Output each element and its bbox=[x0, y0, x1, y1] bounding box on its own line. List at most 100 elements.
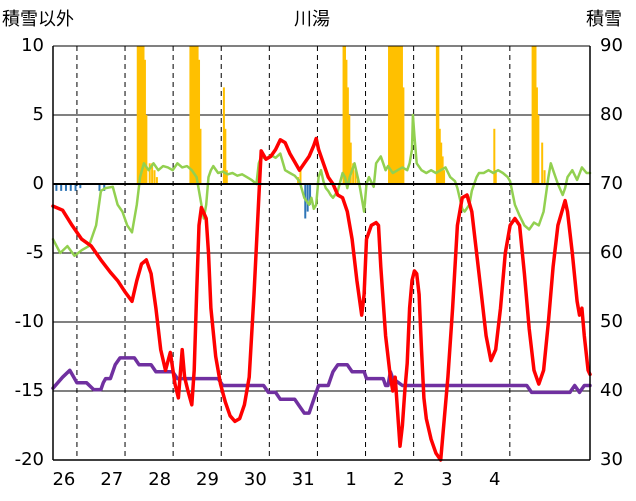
x-tick-label: 29 bbox=[196, 469, 219, 490]
orange-bars-bar bbox=[195, 46, 198, 184]
purple-line bbox=[51, 356, 592, 415]
axes bbox=[52, 45, 591, 461]
orange-bars-bar bbox=[136, 46, 139, 184]
orange-bars-bar bbox=[398, 46, 401, 184]
orange-bars-bar bbox=[396, 46, 399, 184]
y-left-tick-label: -15 bbox=[14, 380, 44, 401]
chart-title: 川湯 bbox=[294, 9, 330, 30]
orange-bars-bar bbox=[395, 46, 398, 184]
orange-bars-bar bbox=[192, 46, 195, 184]
orange-bars-bar bbox=[222, 87, 225, 184]
gridlines bbox=[53, 45, 590, 461]
y-right-tick-label: 40 bbox=[600, 380, 623, 401]
y-left-tick-label: -20 bbox=[14, 449, 44, 470]
orange-bars-bar bbox=[348, 115, 351, 184]
blue-bars-bar bbox=[60, 184, 63, 191]
orange-bars-bar bbox=[225, 170, 228, 184]
orange-bars-bar bbox=[390, 46, 393, 184]
blue-bars-bar bbox=[306, 184, 309, 212]
orange-bars-bar bbox=[346, 87, 349, 184]
orange-bars-bar bbox=[145, 115, 148, 184]
blue-bars-bar bbox=[309, 184, 312, 205]
y-right-tick-label: 60 bbox=[600, 242, 623, 263]
orange-bars-bar bbox=[443, 170, 446, 184]
y-left-tick-label: -10 bbox=[14, 311, 44, 332]
blue-bars-bar bbox=[79, 184, 82, 189]
y-right-tick-label: 50 bbox=[600, 311, 623, 332]
blue-bars-bar bbox=[69, 184, 72, 191]
y-left-tick-label: 5 bbox=[32, 104, 44, 125]
bar-series bbox=[55, 46, 546, 219]
orange-bars-bar bbox=[189, 46, 192, 184]
x-tick-label: 1 bbox=[345, 469, 357, 490]
orange-bars-bar bbox=[440, 142, 443, 184]
blue-bars-bar bbox=[55, 184, 58, 191]
y-left-tick-label: 0 bbox=[32, 173, 44, 194]
green-line bbox=[51, 113, 592, 258]
y-right-axis-title: 積雪 bbox=[586, 9, 622, 30]
orange-bars-bar bbox=[541, 142, 544, 184]
orange-bars-bar bbox=[400, 46, 403, 184]
orange-bars-bar bbox=[435, 46, 438, 184]
orange-bars-bar bbox=[153, 170, 156, 184]
orange-bars-bar bbox=[199, 128, 202, 184]
orange-bars-bar bbox=[534, 46, 537, 184]
x-tick-label: 30 bbox=[243, 469, 267, 490]
orange-bars-bar bbox=[139, 46, 142, 184]
orange-bars-bar bbox=[148, 163, 151, 184]
orange-bars-bar bbox=[141, 46, 144, 184]
orange-bars-bar bbox=[198, 59, 201, 184]
orange-bars-bar bbox=[388, 46, 391, 184]
orange-bars-bar bbox=[342, 46, 345, 184]
orange-bars-bar bbox=[224, 128, 227, 184]
orange-bars-bar bbox=[402, 87, 405, 184]
blue-bars-bar bbox=[98, 184, 101, 191]
orange-bars-bar bbox=[438, 128, 441, 184]
orange-bars-bar bbox=[196, 46, 199, 184]
x-tick-label: 27 bbox=[100, 469, 124, 490]
orange-bars-bar bbox=[399, 46, 402, 184]
orange-bars-bar bbox=[155, 177, 158, 184]
x-tick-label: 3 bbox=[441, 469, 453, 490]
x-tick-label: 31 bbox=[291, 469, 315, 490]
line-series bbox=[51, 113, 592, 462]
orange-bars-bar bbox=[142, 46, 145, 184]
x-tick-label: 4 bbox=[488, 469, 501, 490]
orange-bars-bar bbox=[193, 46, 196, 184]
orange-bars-bar bbox=[299, 170, 302, 184]
y-left-axis-title: 積雪以外 bbox=[2, 9, 74, 30]
orange-bars-bar bbox=[533, 46, 536, 184]
orange-bars-bar bbox=[393, 46, 396, 184]
x-tick-label: 26 bbox=[52, 469, 76, 490]
orange-bars-bar bbox=[151, 163, 154, 184]
orange-bars-bar bbox=[531, 46, 534, 184]
orange-bars-bar bbox=[494, 170, 497, 184]
blue-bars-bar bbox=[64, 184, 67, 191]
orange-bars-bar bbox=[535, 87, 538, 184]
orange-bars-bar bbox=[352, 163, 355, 184]
orange-bars-bar bbox=[493, 128, 496, 184]
y-left-tick-label: 10 bbox=[21, 35, 44, 56]
orange-bars-bar bbox=[343, 46, 346, 184]
orange-bars-bar bbox=[349, 142, 352, 184]
x-tick-label: 2 bbox=[393, 469, 405, 490]
orange-bars-bar bbox=[543, 170, 546, 184]
orange-bars-bar bbox=[190, 46, 193, 184]
orange-bars-bar bbox=[354, 170, 357, 184]
orange-bars-bar bbox=[392, 46, 395, 184]
y-right-tick-label: 90 bbox=[600, 35, 623, 56]
orange-bars-bar bbox=[345, 59, 348, 184]
orange-bars-bar bbox=[389, 46, 392, 184]
orange-bars-bar bbox=[138, 46, 141, 184]
x-tick-label: 28 bbox=[148, 469, 172, 490]
orange-bars-bar bbox=[143, 59, 146, 184]
blue-bars-bar bbox=[74, 184, 77, 191]
y-right-tick-label: 30 bbox=[600, 449, 623, 470]
y-left-tick-label: -5 bbox=[26, 242, 44, 263]
orange-bars-bar bbox=[437, 46, 440, 184]
orange-bars-bar bbox=[537, 115, 540, 184]
y-right-tick-label: 70 bbox=[600, 173, 623, 194]
y-right-tick-label: 80 bbox=[600, 104, 623, 125]
temperature-line bbox=[51, 136, 592, 462]
